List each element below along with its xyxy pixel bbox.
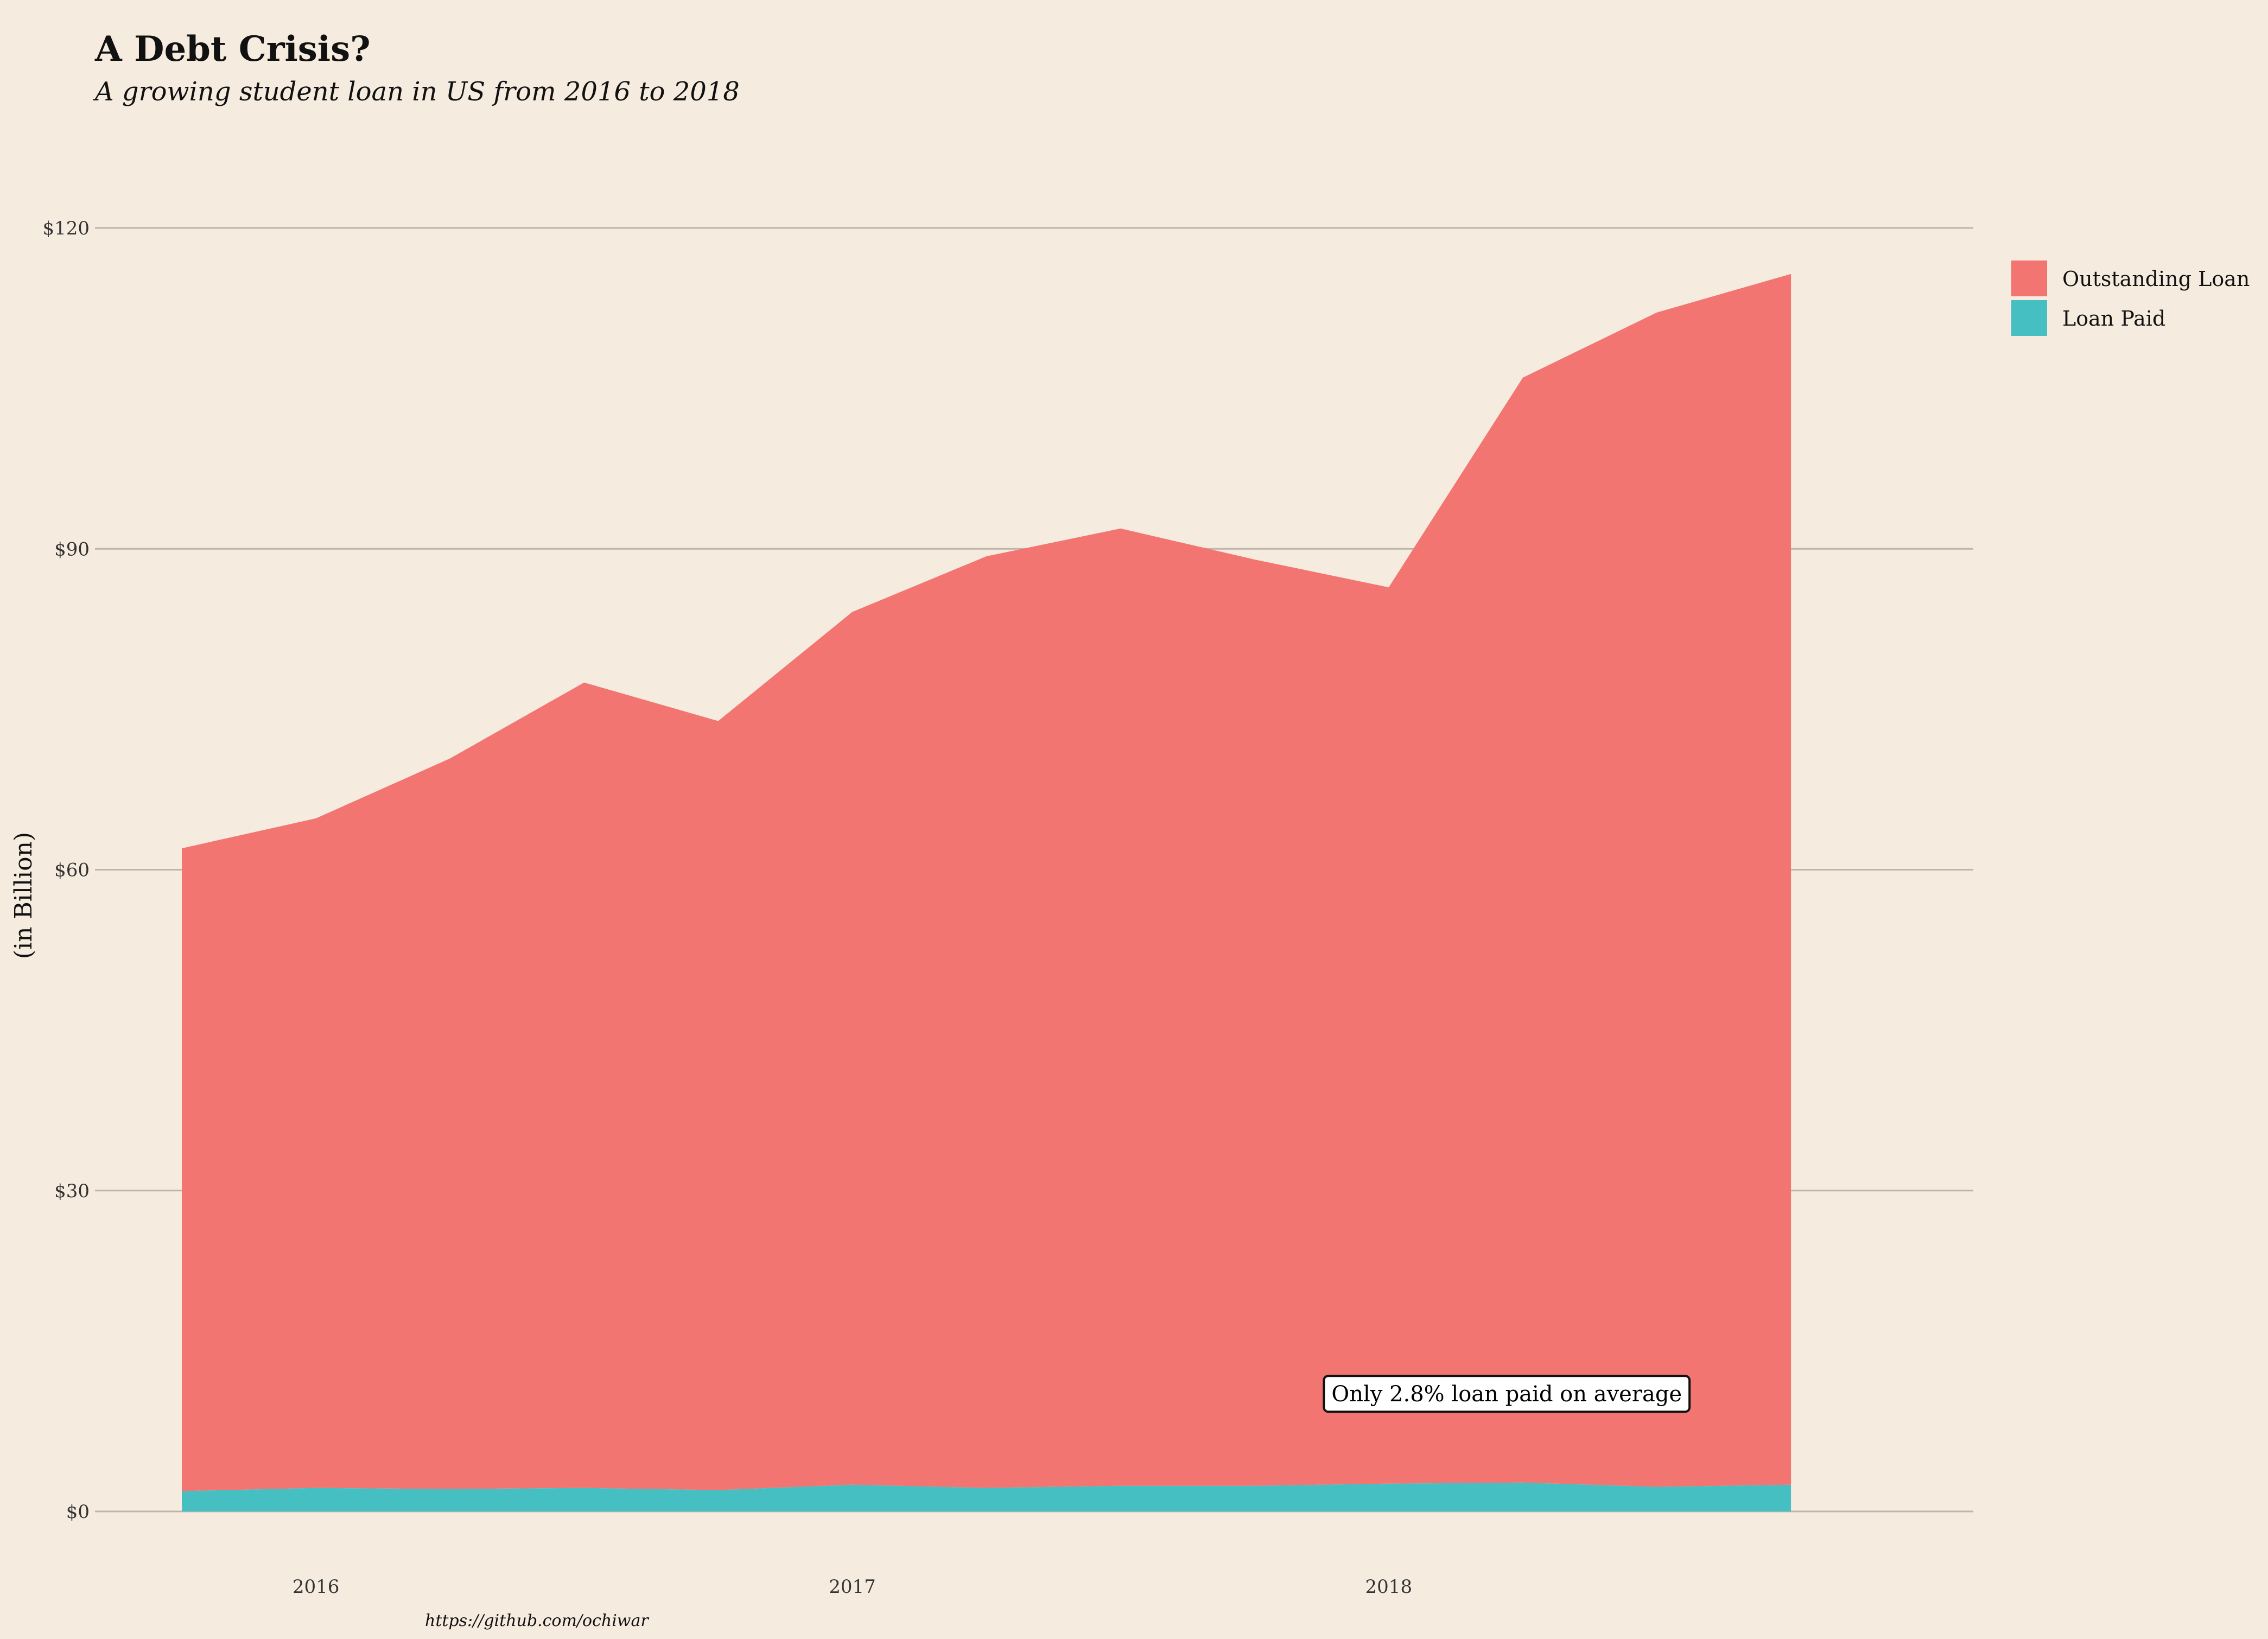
x-tick-label-2017: 2017 [829,1576,876,1598]
chart-subtitle: A growing student loan in US from 2016 t… [93,77,740,107]
y-tick-label-90: $90 [54,538,90,560]
x-axis-tick-labels: 2016 2017 2018 [293,1576,1412,1598]
y-tick-label-30: $30 [54,1180,90,1202]
y-axis-title: (in Billion) [10,832,37,959]
x-tick-label-2018: 2018 [1365,1576,1413,1598]
legend-label-outstanding-loan: Outstanding Loan [2062,267,2250,291]
series-area-loan-paid [182,1482,1791,1511]
annotation-box [1323,1375,1691,1413]
y-tick-label-60: $60 [54,860,90,881]
plot-areas [182,274,1791,1511]
chart-caption: https://github.com/ochiwar [425,1611,649,1630]
legend-label-loan-paid: Loan Paid [2062,307,2165,331]
y-tick-label-0: $0 [66,1501,90,1523]
x-tick-label-2016: 2016 [293,1576,340,1598]
y-tick-label-120: $120 [42,218,90,239]
chart-title: A Debt Crisis? [94,29,371,69]
legend-swatch-loan-paid [2011,300,2047,336]
legend: Outstanding Loan Loan Paid [2011,261,2250,336]
annotation: Only 2.8% loan paid on average [1323,1375,1691,1413]
legend-swatch-outstanding-loan [2011,261,2047,296]
series-area-outstanding-loan [182,274,1791,1491]
y-axis-tick-labels: $0 $30 $60 $90 $120 [42,218,90,1523]
annotation-label: Only 2.8% loan paid on average [1331,1382,1682,1407]
